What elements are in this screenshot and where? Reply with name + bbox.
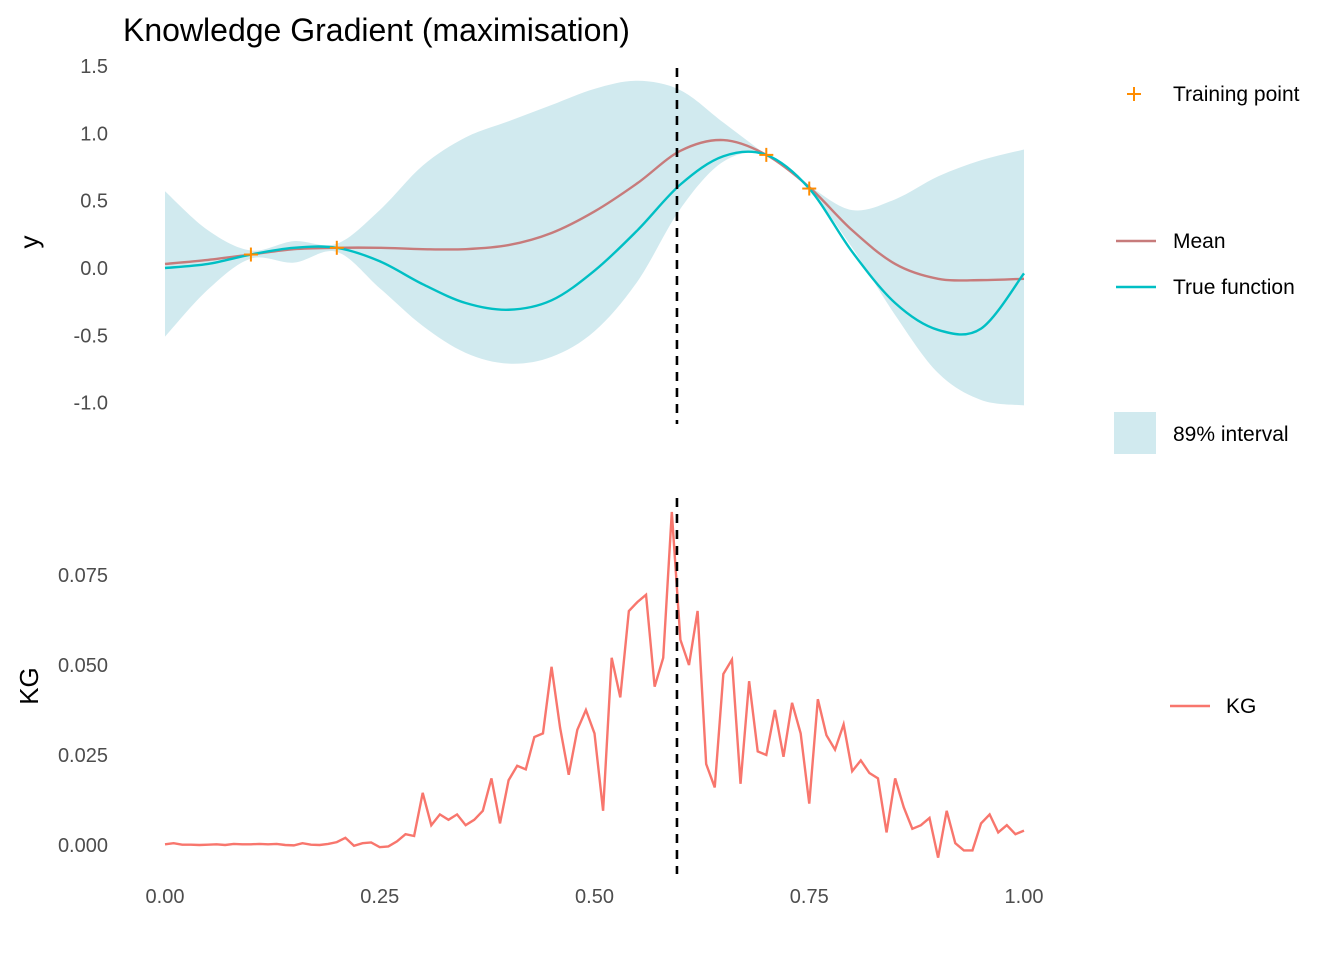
y-tick-label: 0.075 [58,565,108,587]
legend-training-point: Training point [1127,83,1300,106]
y-tick-label: 0.025 [58,745,108,767]
bottom-panel: 0.075 0.050 0.025 0.000 0.00 0.25 0.50 0.75 1.0… [14,498,1043,908]
legend-kg: KG [1170,695,1256,718]
x-tick-label: 0.25 [360,886,399,908]
training-point-marker [802,181,817,196]
top-y-axis-label: y [14,236,44,249]
training-points [243,147,817,262]
training-point-marker [243,247,258,262]
x-tick-label: 0.00 [146,886,185,908]
true-function-line [164,150,1025,336]
kg-line [164,511,1025,858]
y-tick-label: 0.0 [80,258,108,280]
legend-label-training-point: Training point [1173,83,1300,106]
y-tick-label: 0.050 [58,655,108,677]
training-point-marker [329,240,344,255]
y-tick-label: 1.5 [80,56,108,78]
interval-key [1114,412,1156,454]
legend-lines: Mean True function [1116,230,1295,299]
mean-line [164,138,1025,282]
training-point-marker [759,147,774,162]
x-tick-label: 0.75 [790,886,829,908]
training-point-key [1127,87,1141,101]
legend-label-mean: Mean [1173,230,1226,253]
bottom-y-tick-labels: 0.075 0.050 0.025 0.000 [58,565,108,857]
y-tick-label: 0.5 [80,191,108,213]
y-tick-label: -0.5 [74,325,108,347]
bottom-y-axis-label: KG [14,667,44,705]
legend-label-true-function: True function [1173,276,1295,299]
legend-interval: 89% interval [1114,412,1289,454]
chart-title: Knowledge Gradient (maximisation) [123,12,630,48]
y-tick-label: 0.000 [58,835,108,857]
top-panel: 1.5 1.0 0.5 0.0 -0.5 -1.0 y [14,56,1025,424]
x-tick-label: 0.50 [575,886,614,908]
interval-band [165,80,1024,406]
legend-label-kg: KG [1226,695,1256,718]
top-y-tick-labels: 1.5 1.0 0.5 0.0 -0.5 -1.0 [74,56,108,415]
x-tick-labels: 0.00 0.25 0.50 0.75 1.00 [146,886,1044,908]
y-tick-label: 1.0 [80,123,108,145]
x-tick-label: 1.00 [1005,886,1044,908]
y-tick-label: -1.0 [74,393,108,415]
legend-label-interval: 89% interval [1173,423,1289,446]
